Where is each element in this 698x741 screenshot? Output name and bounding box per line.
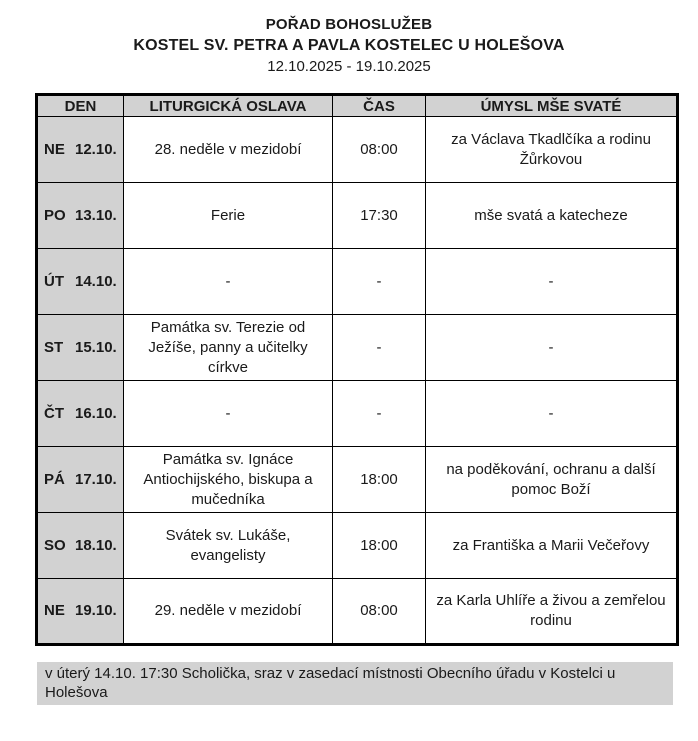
intention-cell: - xyxy=(425,380,678,447)
table-row: ST 15.10. Památka sv. Terezie od Ježíše, … xyxy=(36,314,678,381)
table-row: NE 12.10. 28. neděle v mezidobí 08:00 za … xyxy=(36,116,678,183)
table-row: ÚT 14.10. - - - xyxy=(36,248,678,315)
day-abbreviation: ÚT xyxy=(44,272,64,290)
document-header: POŘAD BOHOSLUŽEB KOSTEL SV. PETRA A PAVL… xyxy=(0,0,698,77)
table-row: ČT 16.10. - - - xyxy=(36,380,678,447)
church-name: KOSTEL SV. PETRA A PAVLA KOSTELEC U HOLE… xyxy=(133,37,565,54)
day-abbreviation: PO xyxy=(44,206,66,224)
day-cell: PO 13.10. xyxy=(36,182,124,249)
time-cell: - xyxy=(332,314,426,381)
column-header-cas: ČAS xyxy=(332,94,426,117)
celebration-cell: - xyxy=(123,248,333,315)
time-cell: - xyxy=(332,248,426,315)
time-cell: 08:00 xyxy=(332,578,426,645)
day-abbreviation: NE xyxy=(44,602,65,619)
column-header-liturgicka-oslava: LITURGICKÁ OSLAVA xyxy=(123,94,333,117)
day-cell: NE 12.10. xyxy=(36,116,124,183)
celebration-cell: 28. neděle v mezidobí xyxy=(123,116,333,183)
day-date: 19.10. xyxy=(75,602,117,619)
table-header-row: DEN LITURGICKÁ OSLAVA ČAS ÚMYSL MŠE SVAT… xyxy=(36,94,678,117)
day-cell: PÁ 17.10. xyxy=(36,446,124,513)
day-date: 15.10. xyxy=(75,338,117,356)
day-abbreviation: NE xyxy=(44,140,65,158)
table-row: NE 19.10. 29. neděle v mezidobí 08:00 za … xyxy=(36,578,678,645)
intention-cell: mše svatá a katecheze xyxy=(425,182,678,249)
day-date: 13.10. xyxy=(75,206,117,224)
celebration-cell: Památka sv. Ignáce Antiochijského, bisku… xyxy=(123,446,333,513)
celebration-cell: Ferie xyxy=(123,182,333,249)
day-cell: NE 19.10. xyxy=(36,578,124,645)
celebration-cell: Památka sv. Terezie od Ježíše, panny a u… xyxy=(123,314,333,381)
time-cell: - xyxy=(332,380,426,447)
column-header-umysl-mse-svate: ÚMYSL MŠE SVATÉ xyxy=(425,94,678,117)
day-cell: ÚT 14.10. xyxy=(36,248,124,315)
intention-cell: za Karla Uhlíře a živou a zemřelou rodin… xyxy=(425,578,678,645)
day-date: 12.10. xyxy=(75,140,117,158)
table-row: PO 13.10. Ferie 17:30 mše svatá a kateche… xyxy=(36,182,678,249)
day-date: 14.10. xyxy=(75,272,117,290)
celebration-cell: - xyxy=(123,380,333,447)
day-date: 18.10. xyxy=(75,536,117,554)
time-cell: 17:30 xyxy=(332,182,426,249)
celebration-cell: Svátek sv. Lukáše, evangelisty xyxy=(123,512,333,579)
intention-cell: - xyxy=(425,314,678,381)
day-cell: ST 15.10. xyxy=(36,314,124,381)
intention-cell: za Václava Tkadlčíka a rodinu Žůrkovou xyxy=(425,116,678,183)
day-date: 16.10. xyxy=(75,404,117,422)
schedule-table: DEN LITURGICKÁ OSLAVA ČAS ÚMYSL MŠE SVAT… xyxy=(35,93,679,646)
time-cell: 18:00 xyxy=(332,446,426,513)
column-header-den: DEN xyxy=(36,94,124,117)
celebration-cell: 29. neděle v mezidobí xyxy=(123,578,333,645)
schedule-table-body: NE 12.10. 28. neděle v mezidobí 08:00 za … xyxy=(36,116,678,645)
time-cell: 18:00 xyxy=(332,512,426,579)
date-range: 12.10.2025 - 19.10.2025 xyxy=(267,58,431,75)
intention-cell: na poděkování, ochranu a další pomoc Bož… xyxy=(425,446,678,513)
table-row: SO 18.10. Svátek sv. Lukáše, evangelisty … xyxy=(36,512,678,579)
day-abbreviation: SO xyxy=(44,536,66,554)
intention-cell: - xyxy=(425,248,678,315)
table-row: PÁ 17.10. Památka sv. Ignáce Antiochijské… xyxy=(36,446,678,513)
day-cell: SO 18.10. xyxy=(36,512,124,579)
footer-note: v úterý 14.10. 17:30 Scholička, sraz v z… xyxy=(37,662,673,705)
day-cell: ČT 16.10. xyxy=(36,380,124,447)
day-abbreviation: ČT xyxy=(44,404,64,422)
day-date: 17.10. xyxy=(75,470,117,488)
intention-cell: za Františka a Marii Večeřovy xyxy=(425,512,678,579)
day-abbreviation: PÁ xyxy=(44,470,65,488)
day-abbreviation: ST xyxy=(44,338,64,356)
time-cell: 08:00 xyxy=(332,116,426,183)
page-title: POŘAD BOHOSLUŽEB xyxy=(265,16,433,33)
